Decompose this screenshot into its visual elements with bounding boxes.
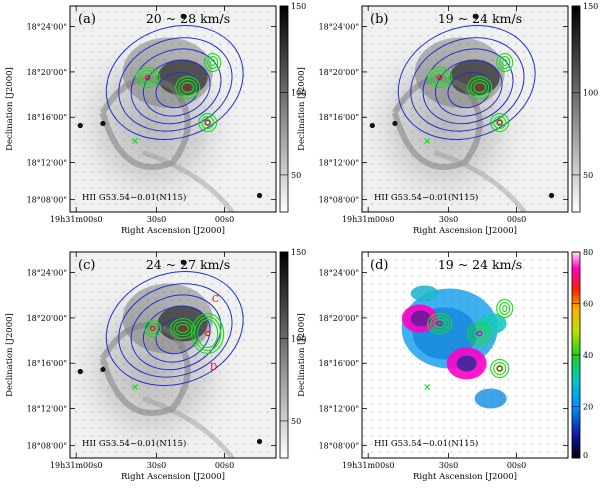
y-tick-label: 18°24'00" [27,23,67,32]
y-tick-label: 18°20'00" [319,314,359,323]
y-tick-label: 18°20'00" [27,314,67,323]
x-tick-label: 00s0 [507,215,526,224]
colorbar-tick-label: 150 [291,2,306,11]
x-tick-label: 19h31m00s0 [50,215,102,224]
y-axis-title: Declination [J2000] [297,67,307,151]
y-tick-label: 18°24'00" [27,269,67,278]
velocity-range-label: 20 ~ 28 km/s [146,11,230,26]
colorbar [279,5,289,213]
colorbar-tick-label: 60 [583,300,593,309]
y-tick-label: 18°08'00" [319,442,359,451]
panel-a-image [70,6,276,212]
colorbar-tick-label: 150 [291,248,306,257]
y-tick-label: 18°12'00" [27,405,67,414]
colorbar [279,251,289,459]
x-tick-label: 19h31m00s0 [342,461,394,470]
y-axis-title: Declination [J2000] [5,67,15,151]
colorbar-tick-label: 40 [583,351,593,360]
x-tick-label: 30s0 [147,461,166,470]
panel-letter: (c) [78,258,95,273]
panel-letter: (d) [370,258,388,273]
x-tick-label: 00s0 [215,461,234,470]
panel-letter: (a) [78,12,96,27]
object-label: HII G53.54−0.01(N115) [82,438,186,449]
y-tick-label: 18°12'00" [319,159,359,168]
object-label: HII G53.54−0.01(N115) [374,192,478,203]
y-axis-title: Declination [J2000] [297,313,307,397]
y-tick-label: 18°20'00" [27,68,67,77]
x-tick-label: 00s0 [507,461,526,470]
panel-c-frame [69,251,277,459]
y-tick-label: 18°24'00" [319,23,359,32]
y-tick-label: 18°16'00" [27,113,67,122]
velocity-range-label: 19 ~ 24 km/s [438,257,522,272]
colorbar-tick-label: 20 [583,403,593,412]
y-tick-label: 18°20'00" [319,68,359,77]
panel-b-image [362,6,568,212]
y-tick-label: 18°08'00" [319,196,359,205]
colorbar-tick-label: 100 [583,89,598,98]
velocity-range-label: 19 ~ 24 km/s [438,11,522,26]
x-tick-label: 19h31m00s0 [50,461,102,470]
y-tick-label: 18°08'00" [27,196,67,205]
panel-d: 18°24'00" 18°20'00" 18°16'00" 18°12'00" 18°0… [297,248,593,482]
x-tick-label: 19h31m00s0 [342,215,394,224]
x-axis-title: Right Ascension [J2000] [413,226,517,236]
colorbar-tick-label: 50 [291,171,301,180]
y-tick-label: 18°24'00" [319,269,359,278]
y-tick-label: 18°16'00" [319,359,359,368]
panel-b: 18°24'00" 18°20'00" 18°16'00" 18°12'00" 18°0… [297,2,598,236]
panel-letter: (b) [370,12,388,27]
panel-c-image [70,252,276,458]
panel-b-frame [361,5,569,213]
object-label: HII G53.54−0.01(N115) [374,438,478,449]
panel-c: 18°24'00" 18°20'00" 18°16'00" 18°12'00" 18°0… [5,248,306,482]
y-tick-label: 18°12'00" [27,159,67,168]
colorbar-tick-label: 80 [583,248,593,257]
y-tick-label: 18°16'00" [27,359,67,368]
source-label-d: D [210,363,217,373]
x-axis-title: Right Ascension [J2000] [121,472,225,482]
panel-d-image [362,252,568,458]
y-tick-label: 18°16'00" [319,113,359,122]
panel-a-frame [69,5,277,213]
source-label-c: C [212,295,219,305]
velocity-range-label: 24 ~ 27 km/s [146,257,230,272]
x-tick-label: 00s0 [215,215,234,224]
colorbar-tick-label: 50 [583,171,593,180]
x-tick-label: 30s0 [147,215,166,224]
colorbar-tick-label: 100 [291,335,306,344]
x-tick-label: 30s0 [439,461,458,470]
colorbar-tick-label: 100 [291,89,306,98]
object-label: HII G53.54−0.01(N115) [82,192,186,203]
colorbar-tick-label: 50 [291,417,301,426]
x-axis-title: Right Ascension [J2000] [413,472,517,482]
y-tick-label: 18°08'00" [27,442,67,451]
panel-a: 18°24'00" 18°20'00" 18°16'00" 18°12'00" 18°0… [5,2,306,236]
y-axis-title: Declination [J2000] [5,313,15,397]
panel-d-frame [361,251,569,459]
colorbar-tick-label: 0 [583,451,588,460]
colorbar-tick-label: 150 [583,2,598,11]
x-axis-title: Right Ascension [J2000] [121,226,225,236]
y-tick-label: 18°12'00" [319,405,359,414]
colorbar [571,5,581,213]
x-tick-label: 30s0 [439,215,458,224]
